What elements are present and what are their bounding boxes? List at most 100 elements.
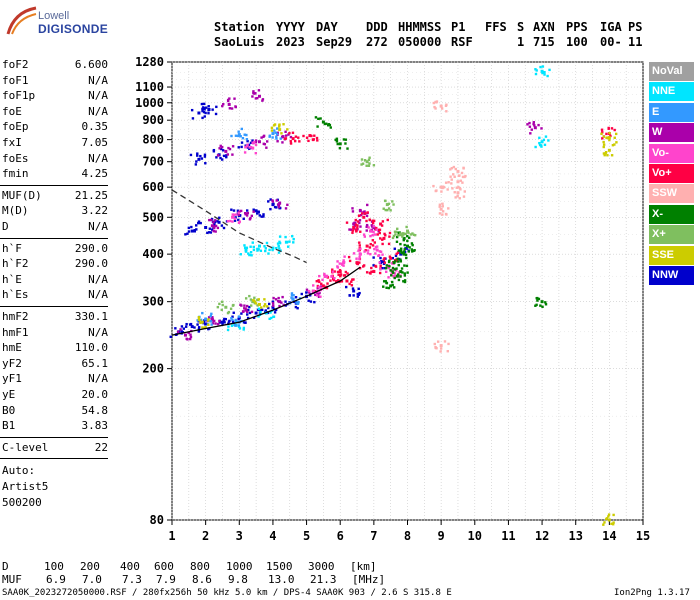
data-point [208,218,211,222]
data-point [607,518,611,522]
legend-item: W [649,123,694,143]
data-point [248,294,251,298]
data-point [246,143,249,146]
data-point [613,143,616,146]
data-point [318,291,321,295]
data-point [187,331,191,335]
data-point [211,317,214,321]
data-point [608,131,611,135]
data-point [202,102,206,106]
data-point [368,246,372,249]
data-point [394,233,397,236]
data-point [180,330,183,333]
param-name: h`Es [2,288,29,302]
data-point [378,231,381,235]
data-point [360,158,364,161]
data-point [399,233,403,237]
data-point [211,316,214,319]
data-point [234,105,237,108]
data-point [307,299,310,302]
profile-curve-dashed [171,189,307,264]
data-point [202,320,206,323]
data-point [286,245,290,248]
data-point [219,156,222,160]
data-point [403,274,407,277]
data-point [244,250,248,253]
data-point [199,221,202,225]
data-point [310,134,313,138]
data-point [189,322,193,326]
data-point [280,301,283,304]
data-point [272,304,275,307]
data-point [374,264,377,268]
data-point [410,248,414,251]
data-point [317,295,321,299]
data-point [363,235,366,238]
data-point [365,271,369,274]
data-point [273,205,277,209]
data-point [249,146,253,149]
data-point [435,189,438,192]
muf-label: MUF [2,573,22,586]
data-point [275,199,278,202]
data-point [602,152,606,155]
data-point [449,168,452,171]
data-point [394,254,398,258]
data-point [180,325,184,328]
data-point [234,216,237,219]
data-point [347,255,351,259]
data-point [248,147,251,150]
data-point [383,232,386,236]
data-point [236,209,240,212]
data-point [203,108,206,111]
data-point [212,319,216,323]
data-point [354,228,358,232]
data-point [298,140,301,143]
data-point [210,312,213,316]
param-name: foEp [2,120,29,134]
header-label: FFS [485,20,507,34]
data-point [439,344,443,348]
data-point [367,164,371,168]
param-separator [0,306,108,307]
x-tick-label: 10 [468,529,482,543]
data-point [220,300,224,303]
data-point [611,523,615,526]
data-point [203,153,207,156]
data-point [374,252,377,255]
data-point [402,238,406,242]
data-point [317,285,321,289]
data-point [610,154,614,157]
data-point [358,255,361,258]
data-point [329,279,332,282]
data-point [317,117,320,121]
data-point [249,251,253,254]
data-point [207,109,210,112]
data-point [529,132,532,135]
data-point [218,321,221,324]
data-point [237,133,241,137]
data-point [387,202,391,206]
data-point [228,147,232,151]
data-point [368,271,372,275]
data-point [439,185,443,189]
data-point [533,124,536,127]
data-point [211,322,215,325]
data-point [385,286,388,289]
data-point [247,143,251,147]
data-point [206,231,209,235]
data-point [435,347,438,350]
data-point [263,303,267,306]
data-point [249,245,252,248]
legend-item: Vo+ [649,164,694,183]
data-point [447,181,450,184]
param-value: 110.0 [74,341,108,355]
param-separator [0,237,108,239]
data-point [297,136,300,139]
data-point [319,117,322,120]
data-point [363,250,366,253]
data-point [268,135,271,138]
data-point [381,220,385,223]
data-point [372,256,375,259]
data-point [257,94,261,98]
